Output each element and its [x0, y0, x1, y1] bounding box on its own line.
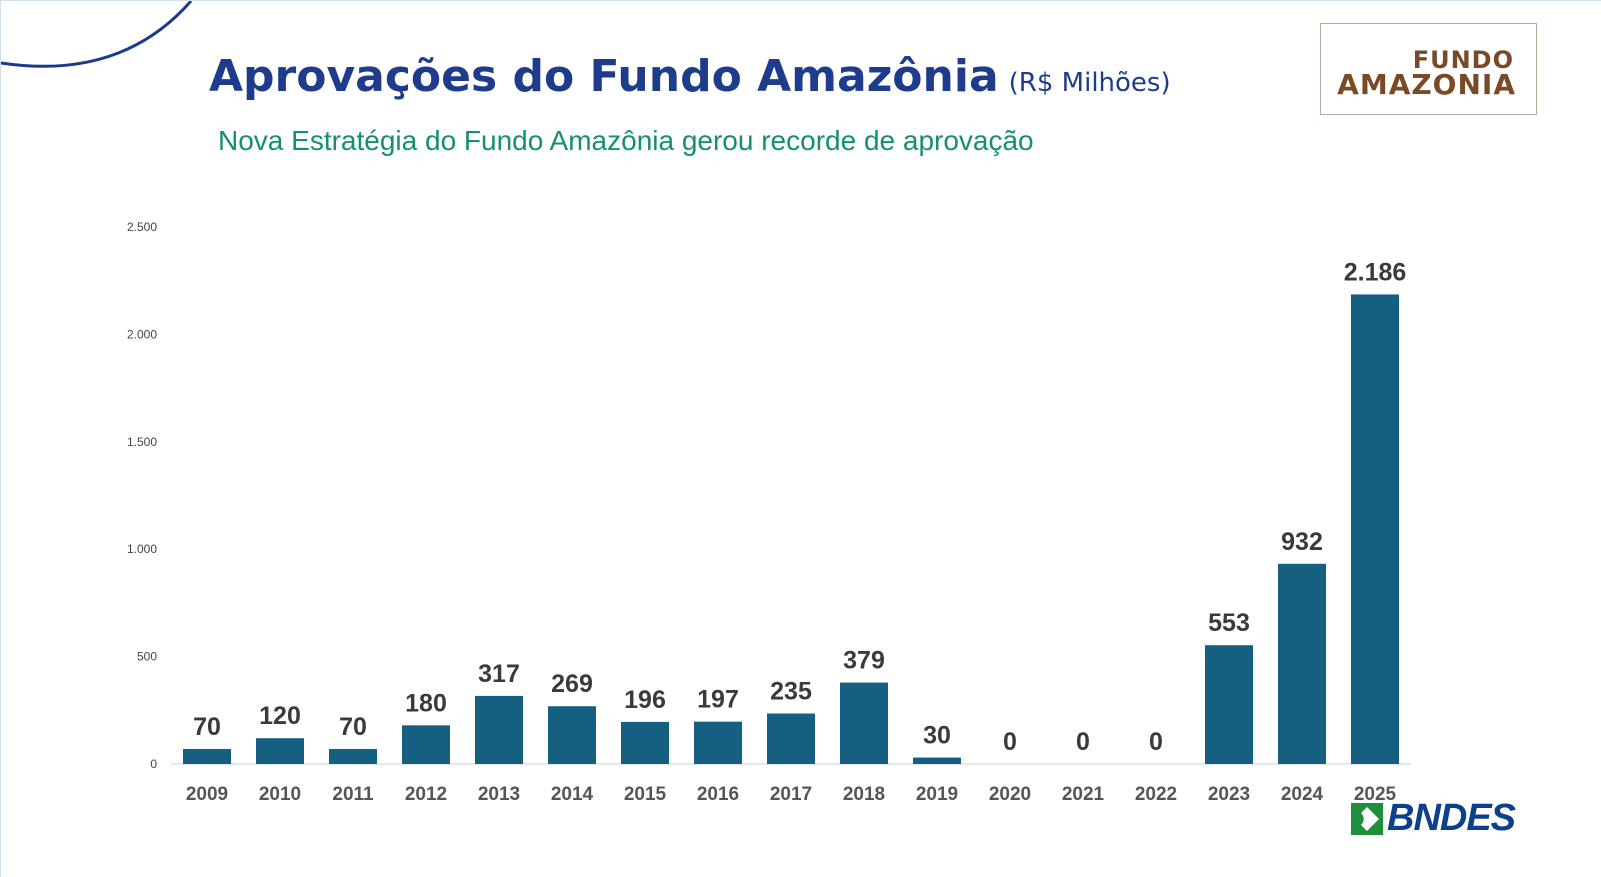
subtitle: Nova Estratégia do Fundo Amazônia gerou …: [218, 125, 1034, 156]
data-label-2012: 180: [405, 689, 447, 717]
x-tick-label: 2011: [332, 784, 374, 805]
x-tick-label: 2020: [989, 784, 1031, 805]
bar-2010: [256, 738, 304, 764]
data-label-2009: 70: [193, 713, 221, 741]
x-tick-label: 2014: [551, 784, 594, 805]
logo-line1: FUNDO: [1412, 46, 1514, 74]
x-tick-label: 2021: [1062, 784, 1105, 805]
data-label-2017: 235: [770, 678, 812, 706]
x-tick-label: 2015: [624, 784, 667, 805]
x-tick-label: 2022: [1135, 784, 1177, 805]
bar-2014: [548, 706, 596, 764]
bar-2018: [840, 682, 888, 764]
bar-2019: [913, 757, 961, 764]
page-title: Aprovações do Fundo Amazônia (R$ Milhões): [209, 51, 1171, 102]
y-tick-label: 2.500: [127, 220, 157, 234]
bar-2017: [767, 713, 815, 764]
data-label-2024: 932: [1281, 528, 1323, 556]
data-label-2020: 0: [1003, 728, 1017, 756]
bar-2024: [1278, 563, 1326, 764]
x-tick-label: 2010: [259, 784, 301, 805]
data-label-2010: 120: [259, 702, 301, 730]
title-main: Aprovações do Fundo Amazônia: [209, 51, 999, 102]
y-tick-label: 1.000: [127, 542, 157, 556]
data-label-2014: 269: [551, 670, 593, 698]
data-label-2019: 30: [923, 722, 951, 750]
data-label-2011: 70: [339, 713, 367, 741]
x-tick-label: 2025: [1354, 784, 1397, 805]
decorative-arc: [1, 1, 193, 68]
data-label-2018: 379: [843, 647, 885, 675]
x-tick-label: 2019: [916, 784, 958, 805]
data-label-2021: 0: [1076, 728, 1090, 756]
data-label-2016: 197: [697, 686, 739, 714]
x-tick-label: 2009: [186, 784, 228, 805]
bar-2009: [183, 748, 231, 764]
bndes-mark-icon: [1351, 802, 1383, 835]
x-tick-label: 2017: [770, 784, 812, 805]
x-tick-label: 2024: [1281, 784, 1324, 805]
fundo-amazonia-logo: FUNDO AMAZONIA: [1320, 23, 1537, 115]
bar-2016: [694, 721, 742, 764]
bar-2023: [1205, 645, 1253, 764]
bar-2012: [402, 725, 450, 764]
bar-2011: [329, 748, 377, 764]
x-tick-label: 2023: [1208, 784, 1250, 805]
y-tick-label: 0: [150, 757, 157, 771]
bar-2013: [475, 695, 523, 764]
x-tick-label: 2013: [478, 784, 520, 805]
bndes-text: BNDES: [1387, 797, 1516, 839]
bar-2025: [1351, 294, 1399, 764]
y-tick-label: 500: [137, 650, 157, 664]
logo-line2: AMAZONIA: [1337, 68, 1516, 101]
x-tick-label: 2018: [843, 784, 885, 805]
data-label-2025: 2.186: [1344, 258, 1407, 286]
data-label-2022: 0: [1149, 728, 1163, 756]
x-tick-label: 2016: [697, 784, 739, 805]
y-tick-label: 1.500: [127, 435, 157, 449]
title-unit: (R$ Milhões): [1008, 68, 1171, 98]
x-tick-label: 2012: [405, 784, 447, 805]
bndes-logo: BNDES: [1351, 797, 1516, 840]
data-label-2013: 317: [478, 660, 520, 688]
bar-2015: [621, 721, 669, 764]
data-label-2015: 196: [624, 686, 666, 714]
data-label-2023: 553: [1208, 609, 1250, 637]
y-tick-label: 2.000: [127, 327, 157, 341]
